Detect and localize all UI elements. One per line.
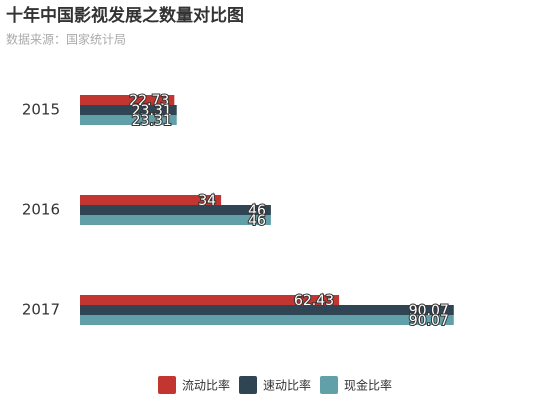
bar [80,195,222,205]
bar [80,295,340,305]
bar [80,215,271,225]
chart-subtitle: 数据来源：国家统计局 [6,32,126,47]
bar [80,205,271,215]
legend-label: 速动比率 [263,378,311,393]
y-tick-label: 2016 [22,201,60,219]
legend-label: 现金比率 [344,378,392,393]
bar [80,315,454,325]
value-label: 23.31 [132,113,172,129]
legend-swatch [320,376,338,394]
value-label: 46 [248,213,266,229]
bar [80,305,454,315]
y-tick-label: 2017 [22,301,60,319]
y-tick-label: 2015 [22,101,60,119]
bar [80,105,177,115]
bar [80,95,175,105]
legend-swatch [239,376,257,394]
legend-swatch [158,376,176,394]
bar [80,115,177,125]
value-label: 90.07 [409,313,449,329]
legend-label: 流动比率 [182,378,230,393]
chart-title: 十年中国影视发展之数量对比图 [6,5,244,26]
